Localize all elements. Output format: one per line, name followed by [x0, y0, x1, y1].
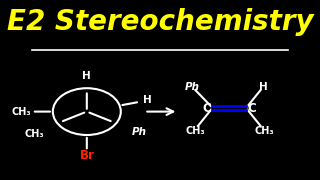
Text: Ph: Ph: [132, 127, 146, 137]
Text: H: H: [259, 82, 268, 92]
Text: C: C: [248, 102, 256, 114]
Text: CH₃: CH₃: [25, 129, 44, 139]
Text: C: C: [202, 102, 211, 114]
Text: CH₃: CH₃: [12, 107, 31, 117]
Text: CH₃: CH₃: [186, 125, 205, 136]
Text: H: H: [143, 95, 152, 105]
Text: H: H: [83, 71, 91, 81]
Text: Br: Br: [79, 149, 94, 162]
Text: CH₃: CH₃: [254, 125, 274, 136]
Text: E2 Stereochemistry: E2 Stereochemistry: [7, 8, 313, 36]
Text: Ph: Ph: [185, 82, 200, 92]
